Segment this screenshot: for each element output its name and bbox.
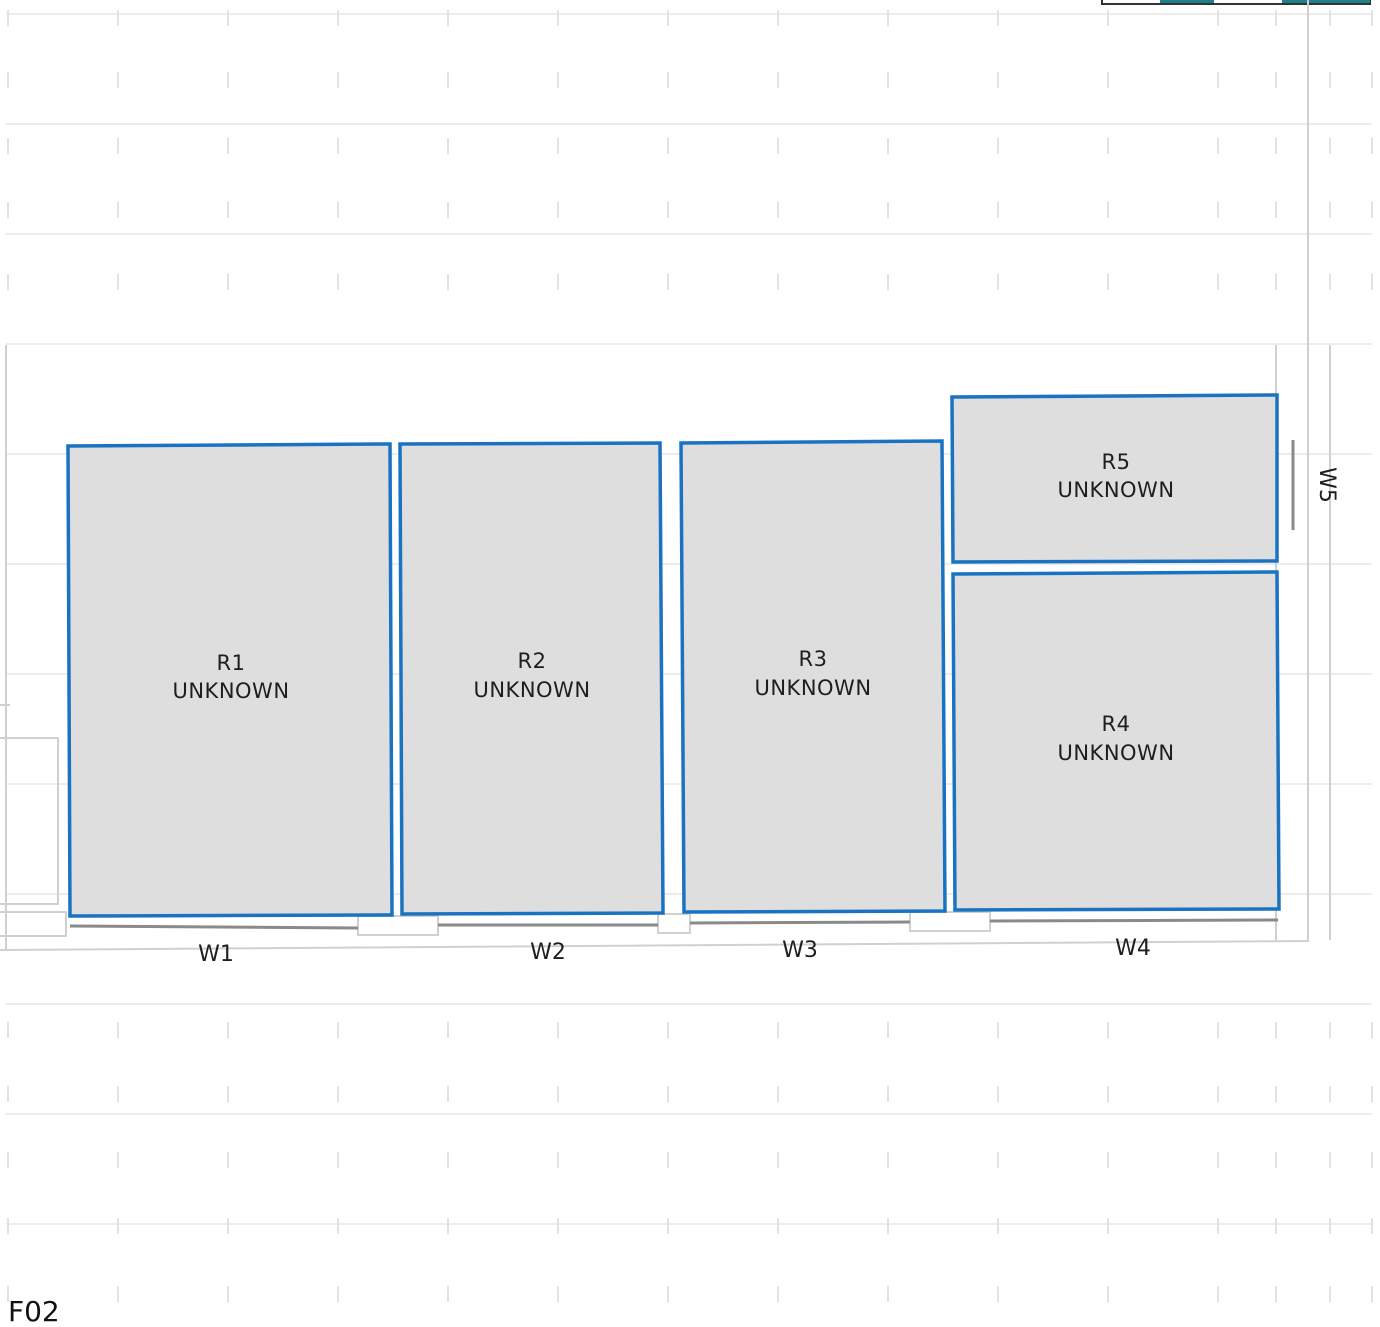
room-name-label: UNKNOWN [1057, 741, 1174, 765]
room-name-label: UNKNOWN [172, 679, 289, 703]
wall-w4-line [989, 918, 1279, 923]
room-r2[interactable]: R2 UNKNOWN [398, 441, 665, 916]
floor-label: F02 [8, 1295, 60, 1327]
room-name-label: UNKNOWN [1057, 478, 1174, 502]
wall-w3-line [689, 920, 911, 925]
room-name-label: UNKNOWN [473, 678, 590, 702]
room-r5[interactable]: R5 UNKNOWN [950, 393, 1279, 564]
building-outline [0, 0, 1331, 951]
wall-label-w1: W1 [198, 942, 234, 967]
wall-w1-line [69, 924, 359, 930]
room-id-label: R3 [799, 647, 828, 671]
room-id-label: R2 [518, 649, 547, 673]
legend-fragment [1101, 0, 1371, 5]
wall-label-w5: W5 [1314, 467, 1339, 503]
room-r3[interactable]: R3 UNKNOWN [679, 439, 947, 914]
room-id-label: R4 [1102, 712, 1131, 736]
wall-label-w3: W3 [782, 938, 818, 963]
room-r4[interactable]: R4 UNKNOWN [951, 570, 1281, 912]
room-id-label: R1 [217, 651, 246, 675]
room-name-label: UNKNOWN [754, 676, 871, 700]
wall-label-w4: W4 [1115, 936, 1151, 961]
room-r1[interactable]: R1 UNKNOWN [66, 442, 394, 918]
room-id-label: R5 [1102, 450, 1131, 474]
wall-label-w2: W2 [530, 940, 566, 965]
